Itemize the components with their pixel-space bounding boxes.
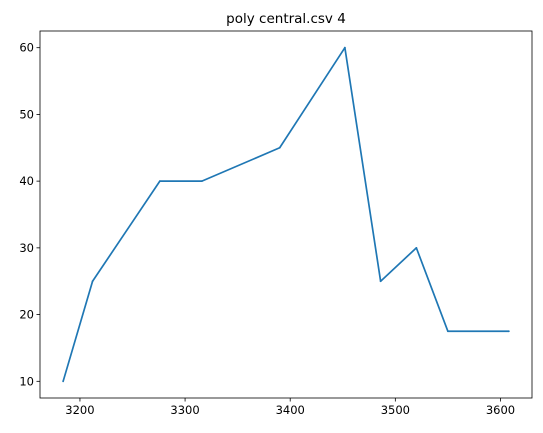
y-tick-label: 10 bbox=[19, 374, 34, 388]
x-tick-label: 3300 bbox=[170, 403, 199, 417]
data-point bbox=[91, 280, 94, 283]
x-tick-label: 3400 bbox=[276, 403, 305, 417]
data-point bbox=[415, 246, 418, 249]
data-point bbox=[446, 330, 449, 333]
y-tick-label: 30 bbox=[19, 241, 34, 255]
data-point bbox=[62, 380, 65, 383]
data-point bbox=[158, 180, 161, 183]
series-group bbox=[62, 46, 510, 383]
x-tick-label: 3200 bbox=[65, 403, 94, 417]
series-line bbox=[62, 46, 509, 382]
plot-frame bbox=[39, 30, 533, 399]
axis-ticks: 3200 3300 3400 3500 3600 10 20 30 40 50 60 bbox=[19, 41, 515, 417]
data-point bbox=[507, 330, 510, 333]
y-tick-label: 20 bbox=[19, 308, 34, 322]
x-tick-label: 3500 bbox=[381, 403, 410, 417]
data-point bbox=[278, 146, 281, 149]
x-tick-label: 3600 bbox=[486, 403, 515, 417]
y-tick-label: 60 bbox=[19, 41, 34, 55]
chart-title: poly central.csv 4 bbox=[226, 11, 346, 27]
data-point bbox=[379, 280, 382, 283]
y-tick-label: 40 bbox=[19, 174, 34, 188]
data-point bbox=[200, 180, 203, 183]
data-point bbox=[343, 46, 346, 49]
y-tick-label: 50 bbox=[19, 107, 34, 121]
